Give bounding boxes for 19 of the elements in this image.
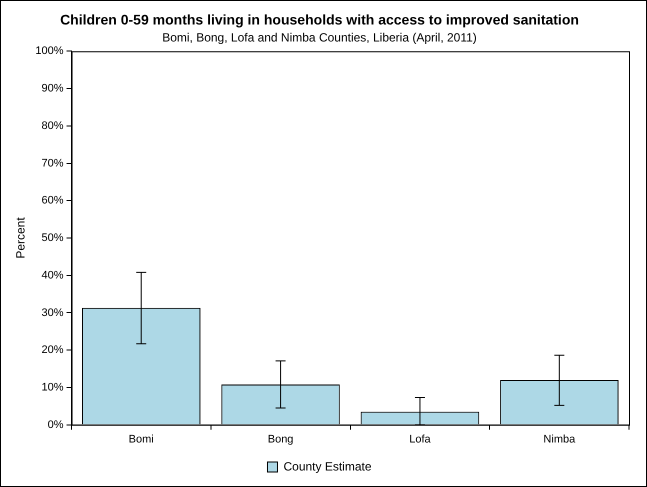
legend-label: County Estimate xyxy=(283,459,372,474)
y-tick-label: 100% xyxy=(35,45,64,58)
x-tick-label: Nimba xyxy=(543,433,576,446)
chart-subtitle: Bomi, Bong, Lofa and Nimba Counties, Liberia (April, 2011) xyxy=(162,30,477,44)
y-tick-label: 70% xyxy=(42,157,64,170)
y-tick-label: 90% xyxy=(42,82,64,95)
y-tick-label: 20% xyxy=(42,344,64,356)
y-tick-label: 30% xyxy=(42,306,64,319)
y-tick-label: 40% xyxy=(42,269,64,282)
y-tick-label: 0% xyxy=(48,418,64,431)
x-tick-label: Bong xyxy=(268,433,294,446)
x-tick-label: Lofa xyxy=(409,433,432,446)
x-tick-label: Bomi xyxy=(128,433,154,446)
y-axis-title: Percent xyxy=(14,216,28,259)
y-tick-label: 60% xyxy=(42,194,64,207)
y-tick-label: 50% xyxy=(42,232,64,244)
y-tick-label: 80% xyxy=(42,120,64,132)
y-tick-label: 10% xyxy=(42,381,64,394)
chart-title: Children 0-59 months living in households with access to improved sanitation xyxy=(60,11,579,28)
